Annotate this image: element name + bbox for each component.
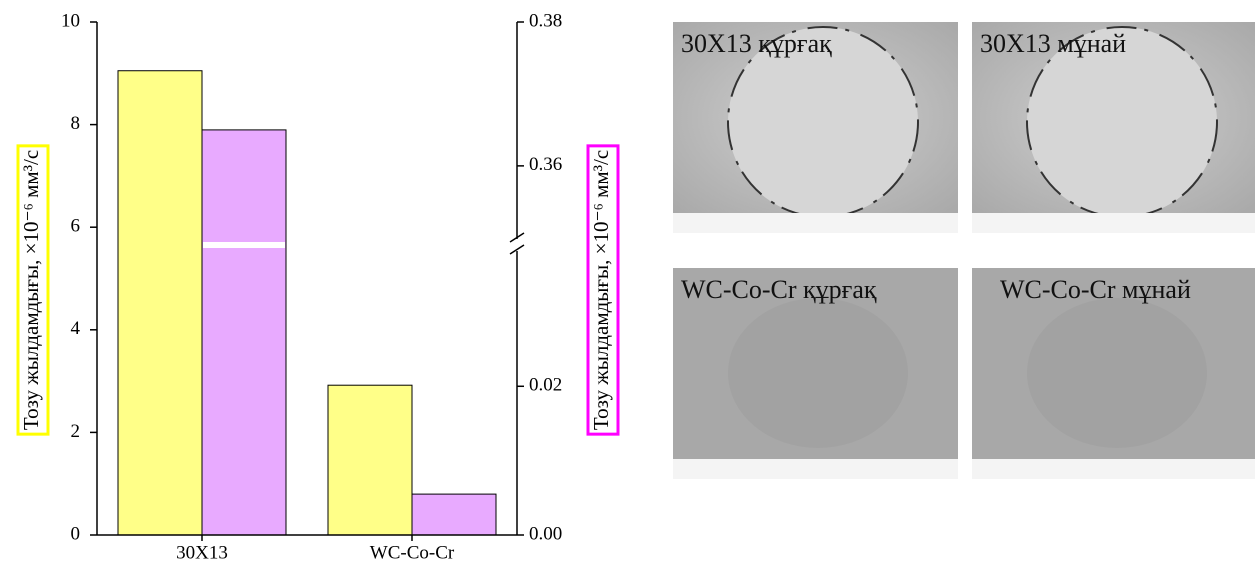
y2-tick-label: 0.38 [529,10,562,31]
info-bar [972,213,1255,233]
y-tick-label: 10 [61,10,80,31]
bar [117,70,203,536]
y2-axis-label: Тозу жылдамдығы, ×10⁻⁶ мм³/с [589,150,613,430]
info-bar [972,459,1255,479]
y2-tick-label: 0.02 [529,375,562,396]
info-bar [673,213,958,233]
y2-tick-label: 0.36 [529,154,562,175]
x-tick-label: WC-Co-Cr [370,542,455,563]
image-label: WC-Co-Cr құрғақ [681,275,877,304]
y-tick-label: 4 [71,318,81,339]
y-tick-label: 6 [71,216,81,237]
y-tick-label: 8 [71,113,81,134]
bar-break [203,242,285,248]
info-bar [673,459,958,479]
image-label: 30X13 мұнай [980,29,1126,58]
wear-scar [1027,298,1207,448]
axis-break [509,244,525,255]
y-axis-label-group: Тозу жылдамдығы, ×10⁻⁶ мм³/с [16,144,50,436]
y2-axis-label-group: Тозу жылдамдығы, ×10⁻⁶ мм³/с [586,144,620,436]
y-axis-label: Тозу жылдамдығы, ×10⁻⁶ мм³/с [19,150,43,430]
y-tick-label: 2 [71,421,81,442]
image-label: 30X13 құрғақ [681,29,832,58]
y-axis-label-box [16,144,50,436]
image-label: WC-Co-Cr мұнай [1000,275,1191,304]
bar [411,493,497,536]
bar [201,129,287,536]
bar [327,384,413,536]
y2-tick-label: 0.00 [529,523,562,544]
y2-axis-label-box [586,144,620,436]
wear-scar [728,298,908,448]
x-tick-label: 30X13 [176,542,228,563]
y-tick-label: 0 [71,523,81,544]
axis-break [509,232,525,243]
